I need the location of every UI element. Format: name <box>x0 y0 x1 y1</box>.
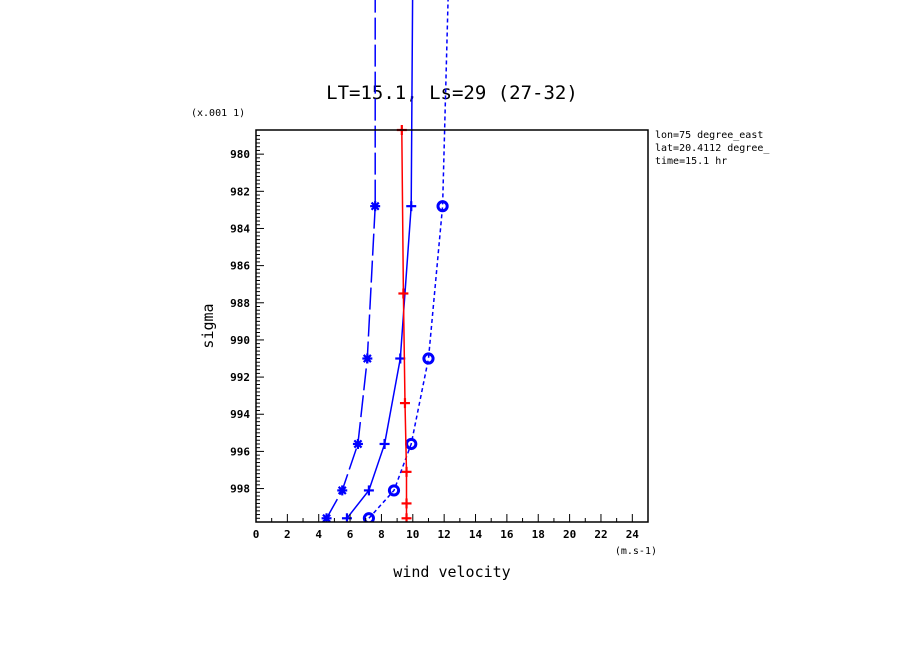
data-point <box>362 512 375 522</box>
y-tick-label: 980 <box>230 148 250 161</box>
series-layer <box>321 0 449 522</box>
data-point <box>352 438 363 449</box>
data-point <box>387 484 401 497</box>
data-point <box>362 353 373 364</box>
y-tick-label: 994 <box>230 408 250 421</box>
y-tick-label: 992 <box>230 371 250 384</box>
series-line <box>346 0 414 519</box>
y-tick-label: 982 <box>230 185 250 198</box>
x-tick-label: 24 <box>626 528 640 541</box>
data-point <box>406 201 417 212</box>
info-block: lon=75 degree_east lat=20.4112 degree_ t… <box>655 130 770 167</box>
y-scale-note: (x.001 1) <box>191 108 245 119</box>
data-point <box>401 466 412 477</box>
y-tick-label: 986 <box>230 260 250 273</box>
x-tick-label: 20 <box>563 528 576 541</box>
info-lat: lat=20.4112 degree_ <box>655 143 770 154</box>
x-tick-label: 22 <box>594 528 607 541</box>
y-axis-label: sigma <box>199 303 217 348</box>
series-1 <box>321 0 381 522</box>
data-point <box>395 353 406 364</box>
info-time: time=15.1 hr <box>655 156 727 167</box>
data-point <box>363 485 374 496</box>
plot-frame <box>255 129 649 523</box>
data-point <box>379 438 390 449</box>
data-point <box>321 513 332 522</box>
x-axis-label: wind velocity <box>393 563 510 581</box>
x-tick-label: 2 <box>284 528 291 541</box>
x-tick-label: 18 <box>532 528 545 541</box>
data-point <box>398 288 409 299</box>
x-unit-label: (m.s-1) <box>615 546 657 557</box>
x-tick-label: 10 <box>406 528 419 541</box>
y-tick-label: 998 <box>230 483 250 496</box>
x-tick-label: 6 <box>347 528 354 541</box>
y-tick-label: 984 <box>230 222 250 235</box>
data-point <box>401 498 412 509</box>
x-tick-label: 8 <box>378 528 385 541</box>
y-tick-label: 996 <box>230 445 250 458</box>
x-tick-label: 4 <box>315 528 322 541</box>
data-point <box>399 398 410 409</box>
x-tick-label: 12 <box>438 528 451 541</box>
x-axis: 0 2 4 6 8 10 12 14 16 18 20 22 24 <box>253 514 649 541</box>
x-tick-label: 16 <box>500 528 514 541</box>
y-axis: 980 982 984 986 988 990 992 994 996 998 <box>230 135 264 523</box>
data-point <box>370 201 381 212</box>
data-point <box>337 485 348 496</box>
chart-title: LT=15.1, Ls=29 (27-32) <box>326 82 578 104</box>
data-point <box>436 200 449 213</box>
series-3 <box>362 0 449 522</box>
x-tick-label: 0 <box>253 528 260 541</box>
y-tick-label: 990 <box>230 334 250 347</box>
y-tick-label: 988 <box>230 297 250 310</box>
data-point <box>422 352 435 365</box>
series-line <box>368 0 449 519</box>
series-line <box>325 0 376 519</box>
info-lon: lon=75 degree_east <box>655 130 763 141</box>
x-tick-label: 14 <box>469 528 483 541</box>
